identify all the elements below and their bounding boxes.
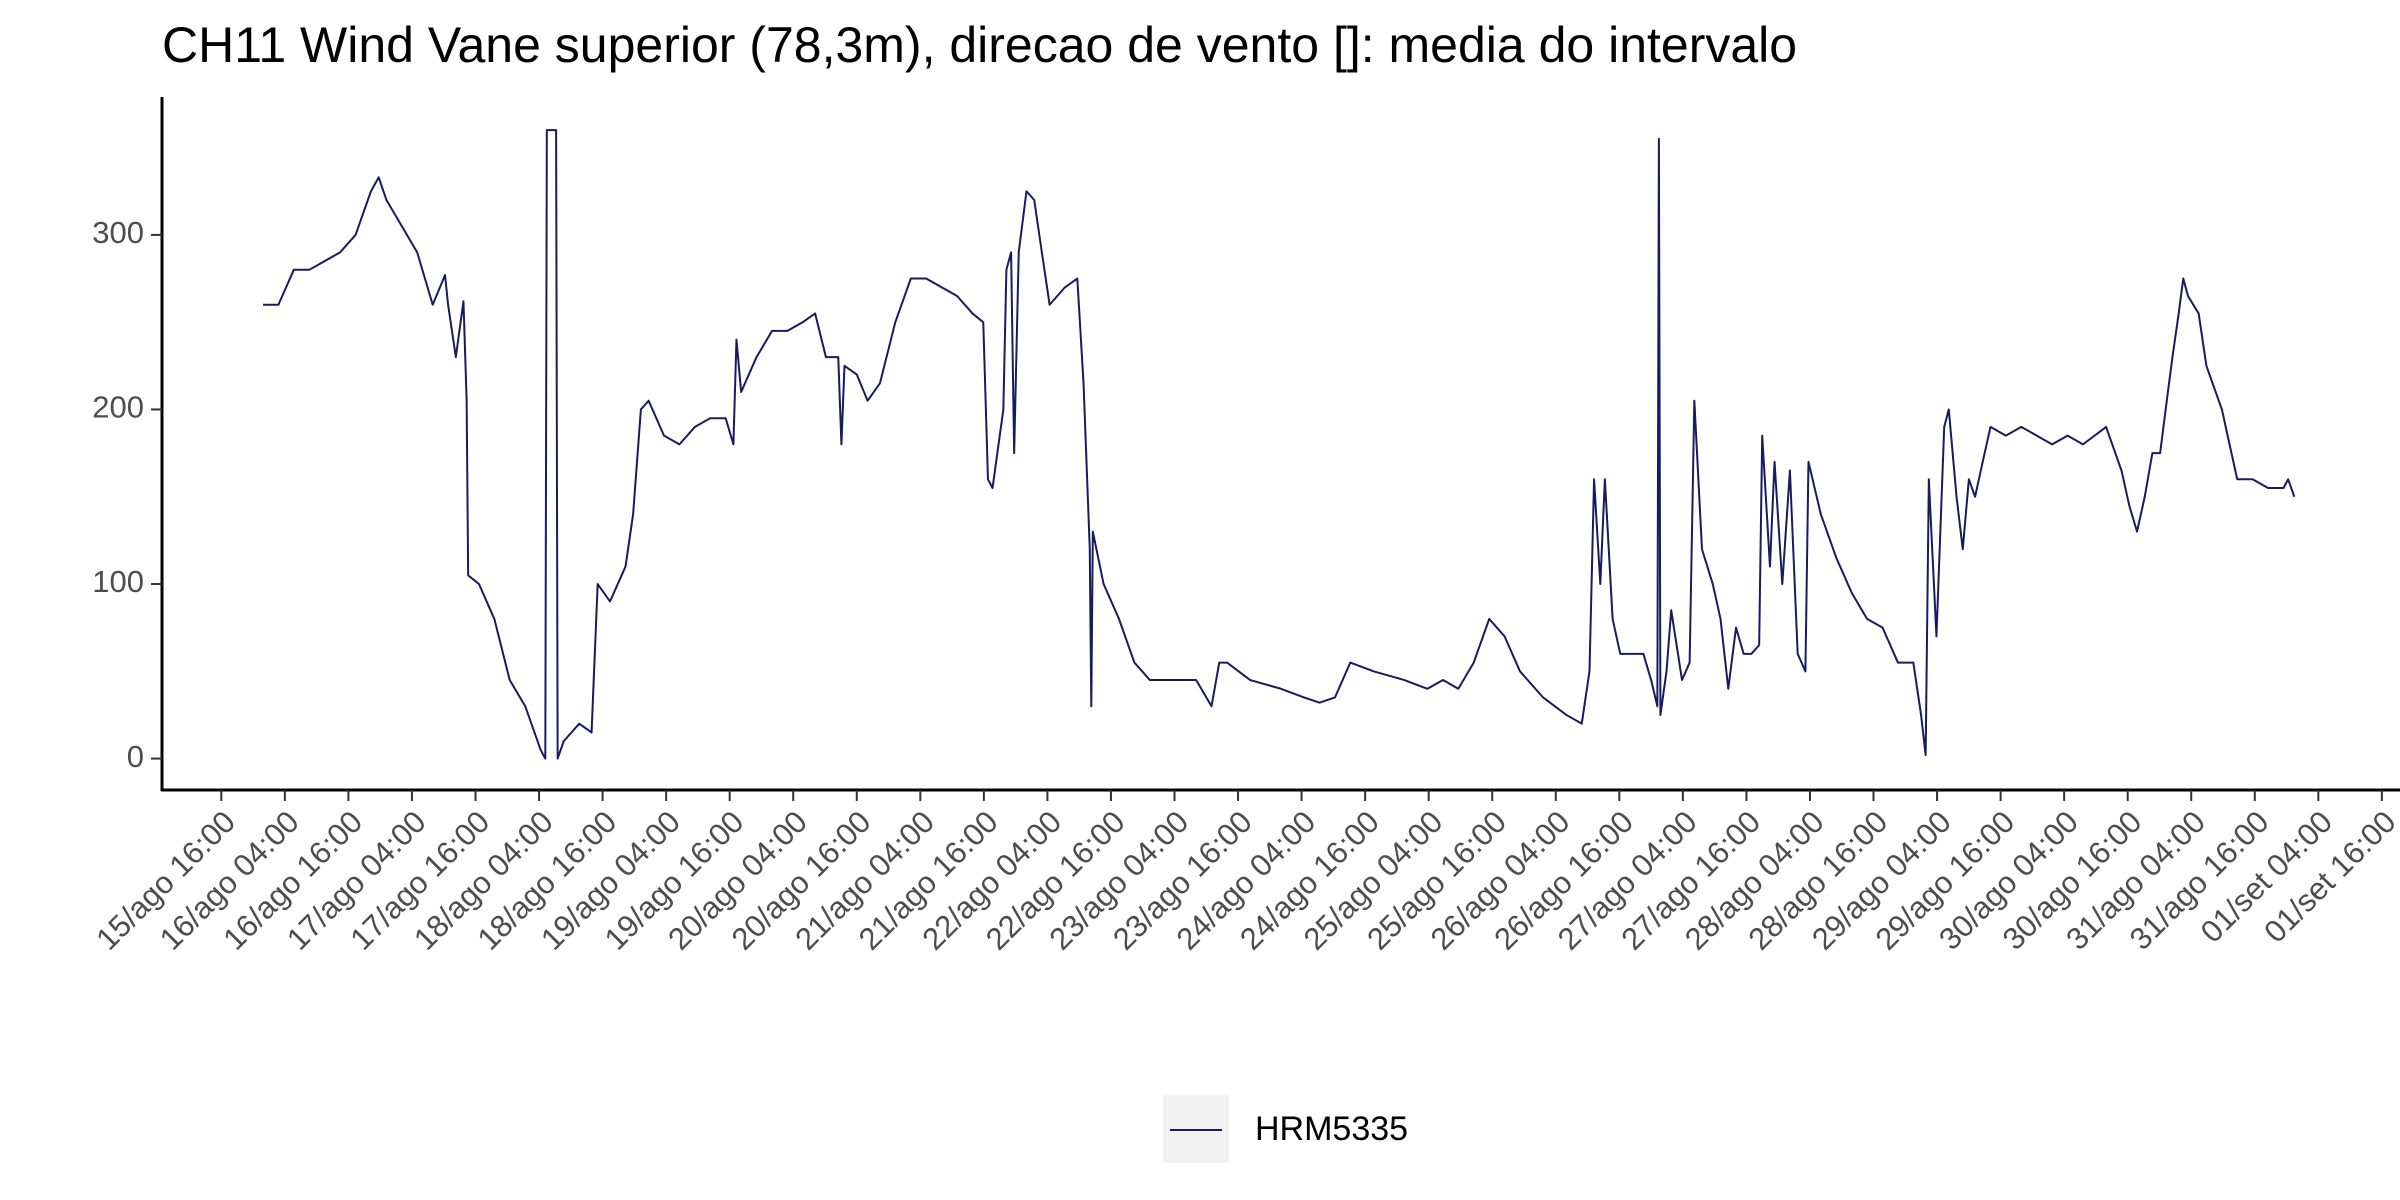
- y-tick-label: 200: [92, 390, 144, 425]
- data-line: [263, 129, 2296, 760]
- y-tick-label: 300: [92, 215, 144, 250]
- y-tick-label: 100: [92, 564, 144, 599]
- y-tick-label: 0: [127, 739, 144, 774]
- chart-title: CH11 Wind Vane superior (78,3m), direcao…: [162, 17, 1797, 73]
- legend-label: HRM5335: [1255, 1110, 1408, 1148]
